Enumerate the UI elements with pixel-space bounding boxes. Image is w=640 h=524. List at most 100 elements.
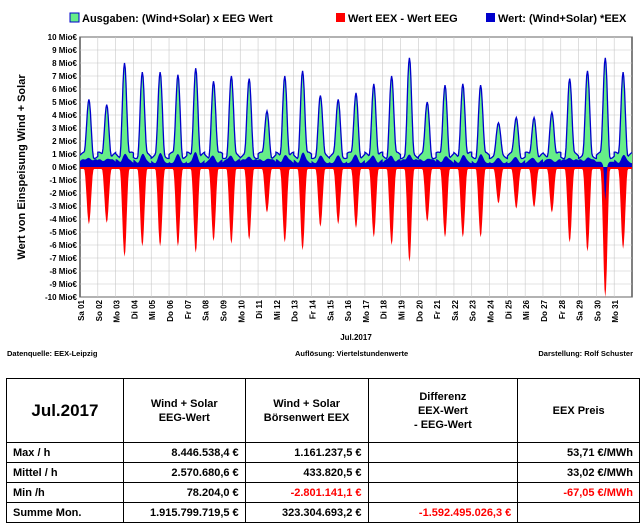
header-eeg: Wind + Solar EEG-Wert xyxy=(122,378,246,443)
x-tick-label: Fr 14 xyxy=(309,299,318,319)
row-label: Mittel / h xyxy=(6,462,124,483)
x-tick-label: Mo 24 xyxy=(487,299,496,322)
x-tick-label: So 09 xyxy=(220,299,229,321)
chart: Ausgaben: (Wind+Solar) x EEG Wert Wert E… xyxy=(7,12,633,358)
y-tick-label: -5 Mio€ xyxy=(49,228,77,237)
y-tick-label: -7 Mio€ xyxy=(49,254,77,263)
y-tick-label: 8 Mio€ xyxy=(52,59,77,68)
header-eex: Wind + Solar Börsenwert EEX xyxy=(244,378,369,443)
legend: Ausgaben: (Wind+Solar) x EEG Wert Wert E… xyxy=(69,12,627,25)
y-tick-label: -9 Mio€ xyxy=(49,280,77,289)
y-tick-label: -3 Mio€ xyxy=(49,202,77,211)
cell-eeg: 1.915.799.719,5 € xyxy=(122,502,246,523)
legend-swatch-eex xyxy=(486,13,495,22)
x-tick-label: So 16 xyxy=(344,299,353,321)
x-tick-label: Mi 26 xyxy=(522,299,531,320)
legend-label-eex: Wert: (Wind+Solar) *EEX xyxy=(498,13,627,25)
x-tick-label: Sa 29 xyxy=(576,299,585,320)
table-row: Mittel / h 2.570.680,6 €433.820,5 € 33,02 … xyxy=(6,462,640,483)
row-label: Min /h xyxy=(6,482,124,503)
cell-eex: -2.801.141,1 € xyxy=(244,482,369,503)
x-tick-label: Di 25 xyxy=(504,299,513,319)
cell-diff: -1.592.495.026,3 € xyxy=(367,502,519,523)
table-row: Min /h 78.204,0 € -2.801.141,1 € -67,05 €/M… xyxy=(6,482,640,503)
cell-diff xyxy=(367,462,519,483)
table-row: Summe Mon. 1.915.799.719,5 €323.304.693,2… xyxy=(6,502,640,523)
x-axis-ticks: Sa 01 So 02 Mo 03 Di 04 Mi 05 Do 06 Fr 07 Sa 08… xyxy=(77,299,620,322)
legend-label-diff: Wert EEX - Wert EEG xyxy=(348,13,458,25)
y-tick-label: 4 Mio€ xyxy=(52,111,77,120)
cell-eex: 323.304.693,2 € xyxy=(244,502,369,523)
x-tick-label: Mo 17 xyxy=(362,299,371,322)
y-tick-label: -4 Mio€ xyxy=(49,215,77,224)
x-tick-label: Do 20 xyxy=(415,299,424,321)
y-tick-label: 2 Mio€ xyxy=(52,137,77,146)
cell-diff xyxy=(367,442,519,463)
y-tick-label: 0 Mio€ xyxy=(52,163,77,172)
x-tick-label: Di 11 xyxy=(255,299,264,318)
footer-resolution: Auflösung: Viertelstundenwerte xyxy=(295,349,408,358)
legend-swatch-eeg xyxy=(69,12,80,23)
cell-eeg: 78.204,0 € xyxy=(122,482,246,503)
y-tick-label: 1 Mio€ xyxy=(52,150,77,159)
x-tick-label: Mi 19 xyxy=(398,299,407,320)
x-tick-label: Sa 08 xyxy=(202,299,211,320)
x-tick-label: Sa 22 xyxy=(451,299,460,320)
y-axis-ticks: 10 Mio€ 9 Mio€ 8 Mio€ 7 Mio€ 6 Mio€ 5 Mio€ 4 M… xyxy=(45,33,78,302)
series-diff-area xyxy=(80,167,632,297)
cell-diff xyxy=(367,482,519,503)
x-tick-label: Do 13 xyxy=(291,299,300,321)
header-price: EEX Preis xyxy=(517,378,640,443)
table-row: Max / h 8.446.538,4 €1.161.237,5 € 53,71 €… xyxy=(6,442,640,463)
footer-source: Datenquelle: EEX-Leipzig xyxy=(7,349,98,358)
cell-price: 53,71 €/MWh xyxy=(517,442,640,463)
x-tick-label: So 23 xyxy=(469,299,478,321)
cell-eex: 1.161.237,5 € xyxy=(244,442,369,463)
footer-author: Darstellung: Rolf Schuster xyxy=(538,349,633,358)
x-tick-label: Di 18 xyxy=(380,299,389,319)
x-tick-label: Mo 10 xyxy=(237,299,246,322)
x-tick-label: Mo 31 xyxy=(611,299,620,322)
y-tick-label: -2 Mio€ xyxy=(49,189,77,198)
row-label: Max / h xyxy=(6,442,124,463)
cell-eeg: 2.570.680,6 € xyxy=(122,462,246,483)
y-tick-label: -10 Mio€ xyxy=(45,293,78,302)
stats-header-row: Jul.2017 Wind + Solar EEG-Wert Wind + Sol… xyxy=(6,378,640,443)
cell-price: -67,05 €/MWh xyxy=(517,482,640,503)
y-tick-label: -6 Mio€ xyxy=(49,241,77,250)
cell-price: 33,02 €/MWh xyxy=(517,462,640,483)
legend-swatch-diff xyxy=(336,13,345,22)
line-eeg xyxy=(79,57,633,160)
x-tick-label: Sa 01 xyxy=(77,299,86,320)
cell-eex: 433.820,5 € xyxy=(244,462,369,483)
x-tick-label: Do 27 xyxy=(540,299,549,321)
y-tick-label: 3 Mio€ xyxy=(52,124,77,133)
y-tick-label: 10 Mio€ xyxy=(48,33,78,42)
legend-label-eeg: Ausgaben: (Wind+Solar) x EEG Wert xyxy=(82,13,273,25)
y-tick-label: 9 Mio€ xyxy=(52,46,77,55)
x-tick-label: So 30 xyxy=(593,299,602,321)
x-tick-label: Mi 05 xyxy=(148,299,157,320)
y-tick-label: 5 Mio€ xyxy=(52,98,77,107)
x-tick-label: Sa 15 xyxy=(326,299,335,320)
x-tick-label: Fr 28 xyxy=(558,299,567,319)
stats-table: Jul.2017 Wind + Solar EEG-Wert Wind + Sol… xyxy=(6,378,640,523)
x-tick-label: Mo 03 xyxy=(113,299,122,322)
row-label: Summe Mon. xyxy=(6,502,124,523)
stats-title: Jul.2017 xyxy=(6,378,124,443)
x-tick-label: So 02 xyxy=(95,299,104,321)
y-axis-title: Wert von Einspeisung Wind + Solar xyxy=(16,74,28,260)
header-diff: Differenz EEX-Wert - EEG-Wert xyxy=(367,378,519,443)
area-eex xyxy=(80,152,632,201)
x-tick-label: Mi 12 xyxy=(273,299,282,320)
series-eeg-area xyxy=(79,57,633,167)
x-tick-label: Do 06 xyxy=(166,299,175,321)
x-tick-label: Di 04 xyxy=(130,299,139,319)
area-eeg xyxy=(80,57,632,167)
cell-eeg: 8.446.538,4 € xyxy=(122,442,246,463)
cell-price xyxy=(517,502,640,523)
y-tick-label: 6 Mio€ xyxy=(52,85,77,94)
y-tick-label: -1 Mio€ xyxy=(49,176,77,185)
x-tick-label: Fr 21 xyxy=(433,299,442,319)
series-eex-area xyxy=(80,152,632,201)
